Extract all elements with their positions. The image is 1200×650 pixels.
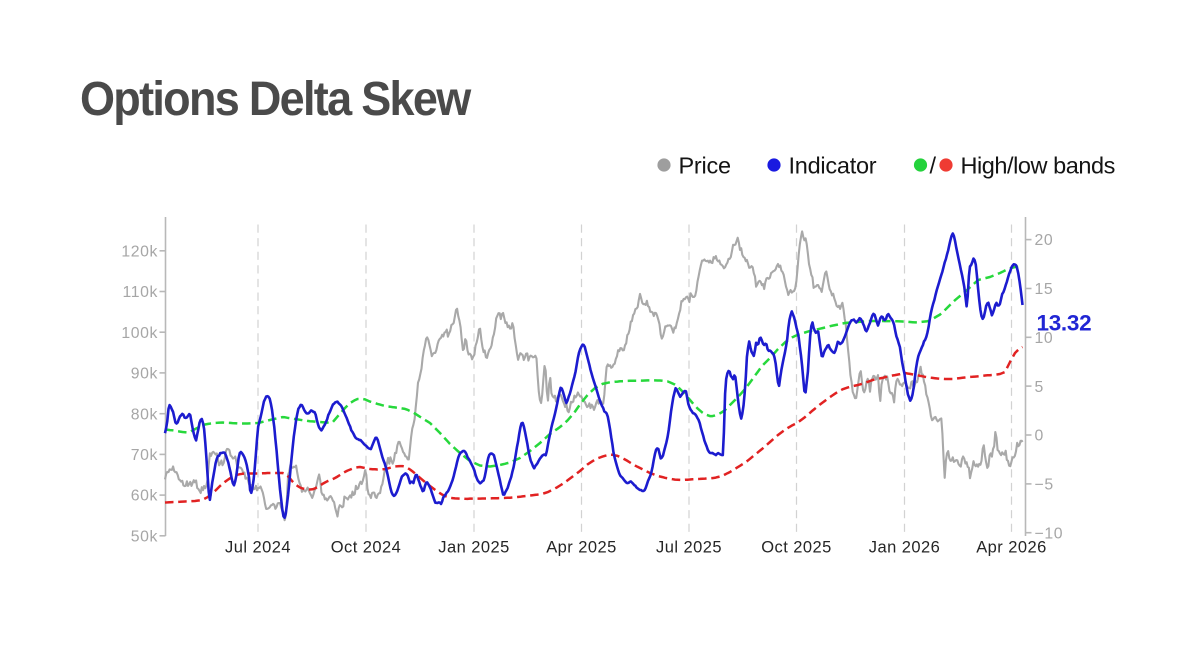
svg-text:80k: 80k	[131, 406, 158, 423]
svg-text:100k: 100k	[121, 325, 158, 342]
svg-text:120k: 120k	[121, 243, 158, 260]
svg-text:10: 10	[1035, 330, 1054, 347]
svg-text:5: 5	[1035, 379, 1044, 396]
svg-text:Jul 2024: Jul 2024	[225, 539, 291, 557]
svg-text:110k: 110k	[123, 284, 158, 301]
svg-text:Oct 2024: Oct 2024	[331, 539, 402, 557]
svg-text:50k: 50k	[131, 528, 158, 545]
svg-text:90k: 90k	[131, 366, 158, 383]
svg-text:Apr 2026: Apr 2026	[976, 539, 1047, 557]
svg-text:70k: 70k	[131, 447, 158, 464]
svg-text:/: /	[930, 153, 937, 179]
svg-text:20: 20	[1035, 232, 1054, 249]
svg-text:High/low bands: High/low bands	[961, 153, 1115, 179]
svg-text:Indicator: Indicator	[789, 153, 877, 179]
svg-text:−10: −10	[1035, 525, 1064, 542]
svg-text:60k: 60k	[131, 488, 158, 505]
svg-text:Jan 2026: Jan 2026	[869, 539, 941, 557]
svg-text:0: 0	[1035, 428, 1044, 445]
svg-text:Jan 2025: Jan 2025	[438, 539, 510, 557]
svg-text:−5: −5	[1035, 477, 1054, 494]
svg-text:Jul 2025: Jul 2025	[656, 539, 722, 557]
svg-text:Apr 2025: Apr 2025	[546, 539, 617, 557]
svg-text:Price: Price	[679, 153, 731, 179]
svg-text:15: 15	[1035, 281, 1054, 298]
svg-text:13.32: 13.32	[1037, 311, 1092, 336]
svg-text:Oct 2025: Oct 2025	[761, 539, 832, 557]
